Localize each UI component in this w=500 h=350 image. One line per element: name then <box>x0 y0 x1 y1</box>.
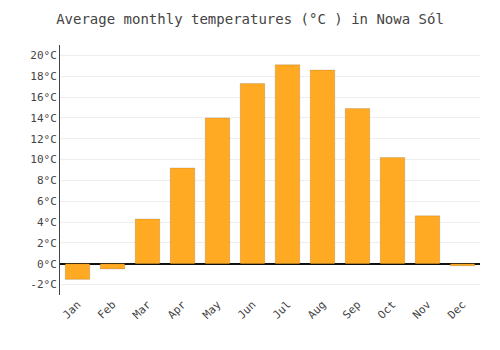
svg-text:20°C: 20°C <box>30 49 57 62</box>
svg-text:6°C: 6°C <box>37 195 57 208</box>
svg-text:Aug: Aug <box>305 298 328 321</box>
svg-text:16°C: 16°C <box>30 91 57 104</box>
svg-text:Dec: Dec <box>445 298 468 321</box>
svg-text:Nov: Nov <box>410 298 434 322</box>
svg-text:8°C: 8°C <box>37 174 57 187</box>
svg-text:Jan: Jan <box>60 298 83 321</box>
svg-text:May: May <box>200 298 224 322</box>
svg-text:12°C: 12°C <box>30 133 57 146</box>
svg-text:18°C: 18°C <box>30 70 57 83</box>
svg-text:Jun: Jun <box>235 298 258 321</box>
svg-text:Feb: Feb <box>95 298 118 321</box>
svg-text:Jul: Jul <box>270 298 293 321</box>
svg-text:10°C: 10°C <box>30 153 57 166</box>
svg-text:Average monthly temperatures (: Average monthly temperatures (°C ) in No… <box>56 11 444 27</box>
svg-text:Mar: Mar <box>130 298 154 322</box>
svg-text:Sep: Sep <box>340 298 363 321</box>
svg-text:2°C: 2°C <box>37 237 57 250</box>
svg-text:-2°C: -2°C <box>30 278 57 291</box>
svg-text:Apr: Apr <box>165 298 189 322</box>
svg-text:14°C: 14°C <box>30 112 57 125</box>
svg-text:0°C: 0°C <box>37 258 57 271</box>
svg-text:4°C: 4°C <box>37 216 57 229</box>
svg-text:Oct: Oct <box>375 298 398 321</box>
